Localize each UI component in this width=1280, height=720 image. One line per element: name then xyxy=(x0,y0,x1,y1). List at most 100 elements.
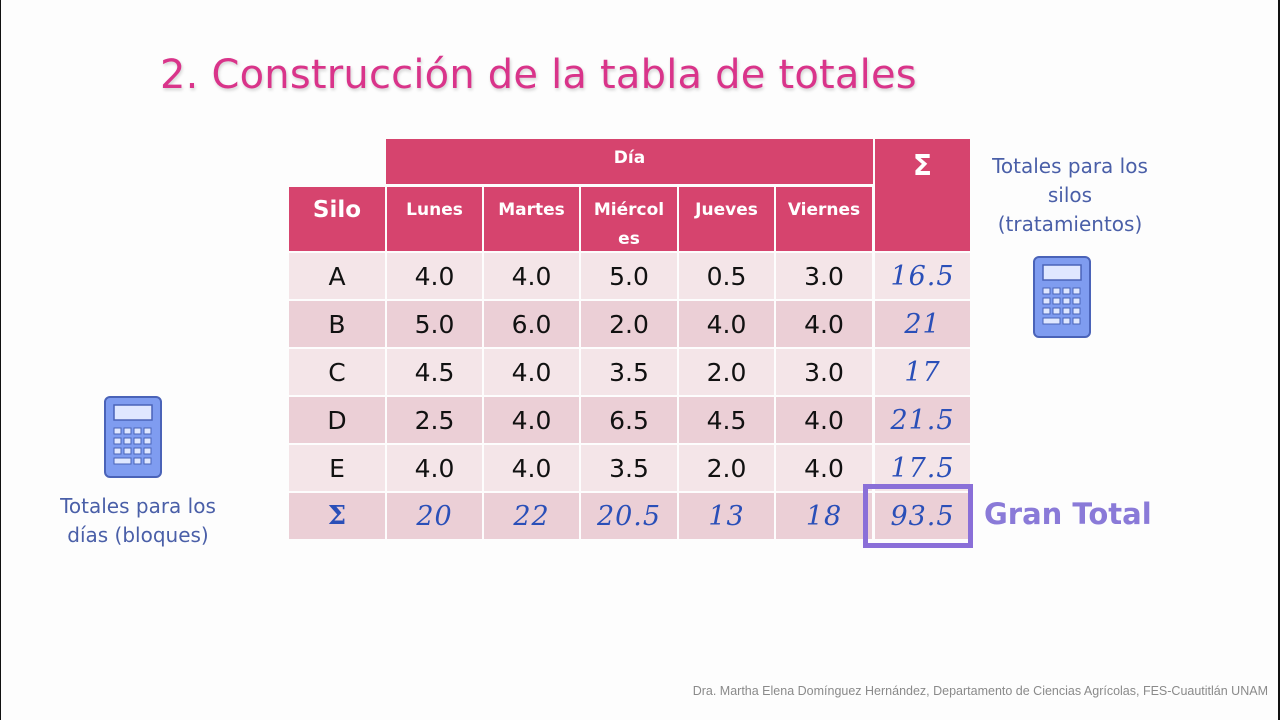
table-cell-text: 3.5 xyxy=(609,357,649,387)
table-cell-text: 4.0 xyxy=(804,405,844,435)
table-cell: 4.0 xyxy=(484,253,579,299)
row-label-cell: E xyxy=(289,445,385,491)
table-cell: 6.0 xyxy=(484,301,579,347)
grand-total-highlight xyxy=(863,484,973,548)
silo-totals-label-line3: (tratamientos) xyxy=(997,212,1143,236)
day-total-cell: 20 xyxy=(387,493,482,539)
row-label-cell: D xyxy=(289,397,385,443)
table-cell-text: 4.0 xyxy=(414,261,455,291)
day-total-cell: 20.5 xyxy=(581,493,677,539)
table-cell: 3.5 xyxy=(581,445,677,491)
grand-total-value-text: 93.5 xyxy=(890,500,955,532)
table-cell-text: 4.0 xyxy=(706,309,747,339)
table-cell: 4.5 xyxy=(387,349,482,395)
day-total-cell-text: 20 xyxy=(416,500,453,532)
header-silo: Silo xyxy=(289,187,385,251)
silo-total-cell: 17.5 xyxy=(875,445,970,491)
silo-total-cell: 16.5 xyxy=(875,253,970,299)
table-cell-text: 3.0 xyxy=(804,261,844,291)
row-label-cell-text: A xyxy=(328,261,346,291)
row-label-cell: C xyxy=(289,349,385,395)
table-cell: 4.0 xyxy=(776,397,872,443)
table-cell: 2.0 xyxy=(679,445,774,491)
table-cell-text: 5.0 xyxy=(609,261,649,291)
silo-totals-label: Totales para los silos (tratamientos) xyxy=(975,152,1165,239)
table-cell: 2.0 xyxy=(581,301,677,347)
slide-title: 2. Construcción de la tabla de totales xyxy=(160,52,917,98)
silo-total-cell: 21.5 xyxy=(875,397,970,443)
header-lunes: Lunes xyxy=(387,187,482,251)
table-cell: 4.0 xyxy=(484,349,579,395)
silo-total-cell: 17 xyxy=(875,349,970,395)
day-total-cell-text: 13 xyxy=(708,500,745,532)
table-cell: 4.0 xyxy=(679,301,774,347)
table-cell-text: 2.5 xyxy=(414,405,455,435)
table-cell: 4.0 xyxy=(776,301,872,347)
silo-totals-label-line1: Totales para los xyxy=(992,154,1148,178)
table-cell-text: 4.0 xyxy=(511,357,552,387)
table-cell-text: 4.0 xyxy=(804,453,844,483)
day-totals-label: Totales para los días (bloques) xyxy=(38,492,238,550)
frame-border-left xyxy=(0,0,1,720)
table-cell-text: 2.0 xyxy=(609,309,649,339)
table-cell: 3.5 xyxy=(581,349,677,395)
table-cell-text: 3.0 xyxy=(804,357,844,387)
day-total-cell-text: 20.5 xyxy=(596,500,662,532)
table-cell-text: 0.5 xyxy=(706,261,747,291)
table-cell-text: 5.0 xyxy=(414,309,455,339)
table-cell: 6.5 xyxy=(581,397,677,443)
table-cell-text: 3.5 xyxy=(609,453,649,483)
table-cell-text: 4.0 xyxy=(414,453,455,483)
day-totals-label-line1: Totales para los xyxy=(60,494,216,518)
silo-total-cell-text: 16.5 xyxy=(890,260,955,292)
grand-total-value: 93.5 xyxy=(875,493,970,539)
header-miercoles: Miércol es xyxy=(581,187,677,251)
frame-border-right xyxy=(1278,0,1280,720)
table-cell-text: 2.0 xyxy=(706,453,747,483)
header-jueves: Jueves xyxy=(679,187,774,251)
table-cell-text: 4.0 xyxy=(511,405,552,435)
calculator-icon xyxy=(1033,256,1091,338)
table-cell-text: 4.0 xyxy=(804,309,844,339)
row-label-cell: B xyxy=(289,301,385,347)
header-sum: Σ xyxy=(875,139,970,251)
table-cell: 4.5 xyxy=(679,397,774,443)
day-total-cell: 18 xyxy=(776,493,872,539)
day-totals-label-line2: días (bloques) xyxy=(67,523,209,547)
calculator-icon xyxy=(104,396,162,478)
table-cell: 4.0 xyxy=(484,397,579,443)
table-cell: 0.5 xyxy=(679,253,774,299)
table-cell: 4.0 xyxy=(387,445,482,491)
table-cell: 2.5 xyxy=(387,397,482,443)
silo-totals-label-line2: silos xyxy=(1047,183,1093,207)
table-cell-text: 2.0 xyxy=(706,357,747,387)
table-cell-text: 4.5 xyxy=(414,357,455,387)
row-label-cell-text: D xyxy=(327,405,347,435)
header-dia: Día xyxy=(386,139,873,184)
table-cell-text: 4.0 xyxy=(511,453,552,483)
silo-total-cell-text: 21 xyxy=(904,308,941,340)
header-martes: Martes xyxy=(484,187,579,251)
totals-row-label-text: Σ xyxy=(327,501,347,531)
table-cell: 4.0 xyxy=(776,445,872,491)
table-cell: 4.0 xyxy=(387,253,482,299)
silo-total-cell-text: 21.5 xyxy=(890,404,955,436)
silo-total-cell-text: 17 xyxy=(904,356,941,388)
silo-total-cell: 21 xyxy=(875,301,970,347)
header-viernes: Viernes xyxy=(776,187,872,251)
table-cell: 3.0 xyxy=(776,349,872,395)
table-cell: 3.0 xyxy=(776,253,872,299)
table-cell-text: 4.0 xyxy=(511,261,552,291)
footer-credit: Dra. Martha Elena Domínguez Hernández, D… xyxy=(692,684,1268,698)
row-label-cell-text: B xyxy=(328,309,346,339)
row-label-cell: A xyxy=(289,253,385,299)
totals-row-label: Σ xyxy=(289,493,385,539)
grand-total-label: Gran Total xyxy=(984,497,1152,531)
table-cell-text: 6.0 xyxy=(511,309,552,339)
table-cell: 4.0 xyxy=(484,445,579,491)
day-total-cell: 13 xyxy=(679,493,774,539)
row-label-cell-text: C xyxy=(328,357,346,387)
silo-total-cell-text: 17.5 xyxy=(890,452,955,484)
table-cell: 5.0 xyxy=(581,253,677,299)
table-cell: 5.0 xyxy=(387,301,482,347)
